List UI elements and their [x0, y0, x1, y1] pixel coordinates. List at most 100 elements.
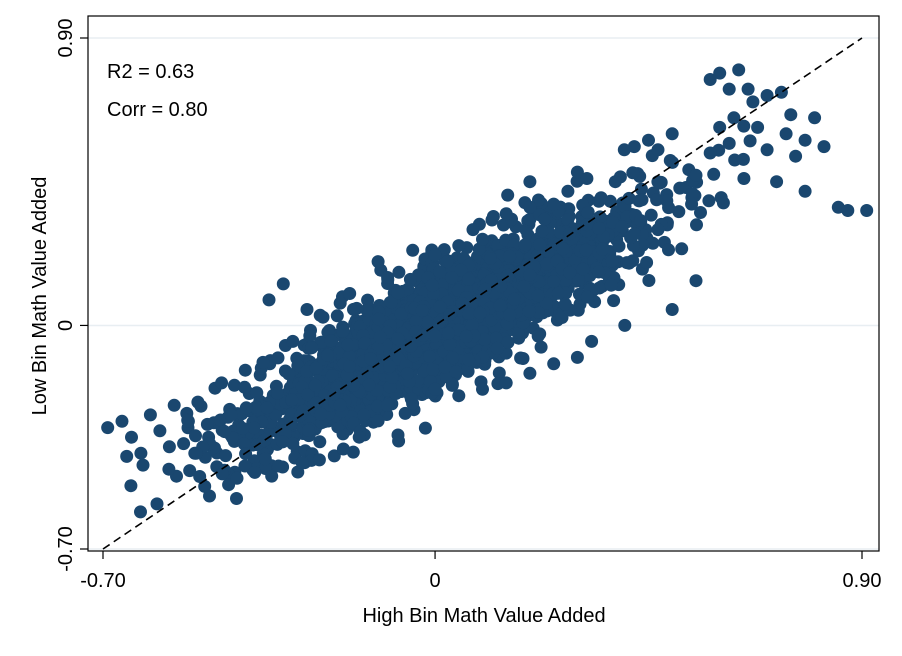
scatter-point [346, 445, 360, 459]
scatter-point [313, 308, 327, 322]
scatter-point [751, 120, 765, 134]
scatter-point [572, 273, 585, 287]
scatter-point [534, 340, 548, 354]
scatter-point [532, 193, 545, 207]
scatter-point [443, 338, 457, 351]
scatter-point [384, 295, 398, 309]
scatter-point [260, 401, 274, 415]
scatter-point [612, 239, 626, 253]
scatter-point [381, 398, 395, 412]
scatter-point [191, 395, 205, 409]
scatter-point [789, 149, 803, 163]
scatter-point [361, 293, 375, 307]
scatter-point [134, 446, 148, 460]
scatter-point [555, 311, 569, 324]
scatter-point [503, 249, 517, 263]
scatter-point [547, 357, 561, 371]
scatter-point [286, 334, 300, 348]
scatter-point [523, 200, 537, 214]
scatter-point [663, 154, 677, 167]
scatter-point [370, 399, 384, 413]
scatter-point [313, 435, 327, 449]
scatter-point [428, 248, 442, 262]
scatter-point [592, 265, 606, 279]
scatter-point [120, 449, 134, 463]
scatter-point [230, 492, 243, 505]
scatter-point [189, 446, 203, 460]
scatter-point [181, 414, 195, 428]
scatter-point [452, 239, 466, 253]
scatter-point [391, 286, 405, 300]
scatter-point [689, 168, 703, 182]
r2-annotation: R2 = 0.63 [107, 61, 194, 83]
scatter-point [262, 293, 276, 307]
scatter-point [364, 352, 378, 366]
scatter-point [607, 294, 621, 308]
scatter-point [547, 197, 561, 211]
scatter-point [257, 433, 271, 447]
scatter-point [542, 245, 556, 258]
scatter-point [689, 274, 703, 288]
scatter-point [535, 224, 549, 238]
scatter-point [722, 82, 736, 96]
scatter-point [608, 175, 622, 189]
scatter-point [372, 312, 386, 326]
scatter-point [714, 191, 728, 205]
scatter-point [258, 452, 272, 466]
scatter-point [350, 301, 364, 315]
scatter-point [644, 208, 658, 222]
scatter-point [358, 336, 372, 350]
scatter-point [295, 456, 309, 470]
scatter-point [808, 111, 822, 125]
scatter-point [760, 143, 774, 157]
scatter-point [538, 212, 551, 226]
scatter-point [134, 505, 147, 519]
scatter-point [653, 176, 667, 190]
scatter-point [540, 257, 554, 271]
scatter-point [282, 367, 296, 381]
scatter-point [784, 108, 798, 122]
scatter-point [308, 378, 322, 392]
scatter-point [426, 363, 440, 376]
scatter-point [418, 421, 432, 435]
scatter-point [466, 223, 480, 237]
scatter-point [272, 459, 285, 473]
scatter-point [162, 440, 176, 454]
scatter-point [143, 408, 157, 422]
scatter-point [489, 331, 503, 345]
scatter-point [341, 338, 355, 352]
scatter-point [604, 278, 618, 292]
scatter-point [198, 479, 212, 493]
scatter-point [595, 242, 609, 256]
scatter-point [499, 376, 513, 390]
scatter-point [314, 407, 328, 421]
scatter-point [423, 350, 437, 363]
scatter-point [743, 134, 757, 148]
scatter-point [476, 232, 489, 246]
scatter-point [798, 133, 812, 147]
scatter-point [650, 193, 664, 207]
scatter-point [425, 278, 439, 292]
scatter-point [391, 332, 405, 346]
scatter-point [570, 165, 584, 179]
scatter-point [271, 386, 284, 400]
scatter-point [203, 489, 216, 503]
plot-frame [87, 15, 880, 552]
scatter-point [153, 424, 167, 438]
x-tick-label-0: -0.70 [80, 570, 126, 592]
scatter-point [585, 334, 599, 348]
x-axis-ticks: -0.70 0 0.90 [80, 551, 881, 592]
scatter-point [561, 184, 575, 198]
scatter-point [200, 417, 214, 431]
scatter-point [248, 465, 262, 479]
scatter-point [124, 479, 138, 493]
scatter-point [556, 242, 570, 256]
scatter-point [779, 127, 793, 141]
scatter-point [617, 143, 631, 157]
scatter-point [321, 348, 334, 362]
scatter-point [685, 197, 699, 211]
scatter-point [371, 255, 385, 269]
scatter-point [615, 220, 629, 234]
scatter-point [665, 303, 679, 316]
